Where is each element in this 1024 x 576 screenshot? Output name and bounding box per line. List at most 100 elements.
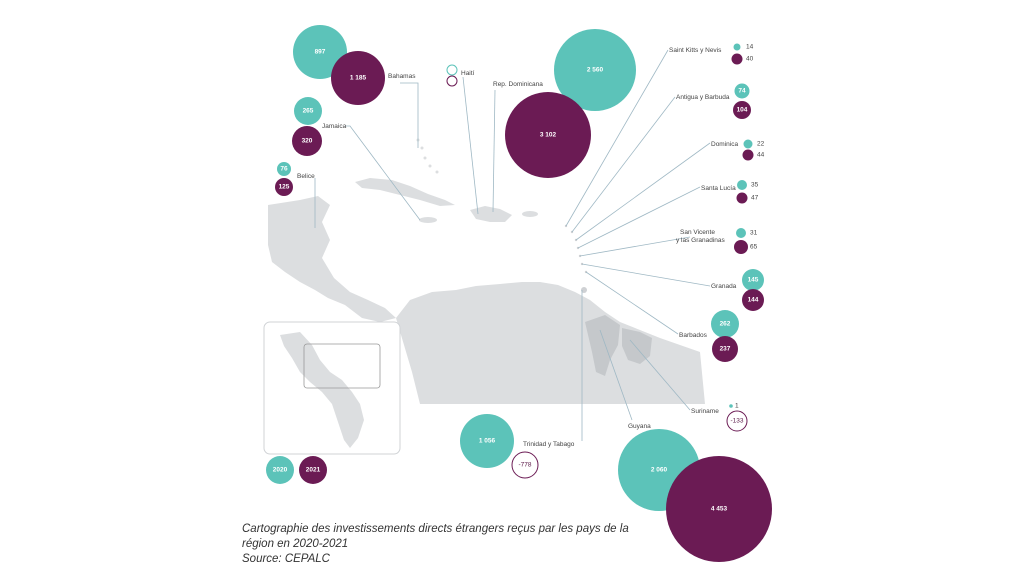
bubble-2020 [277,162,291,176]
country-label: Jamaica [322,123,347,130]
caption-source: Source: CEPALC [242,553,330,565]
country-barbados: Barbados 262 237 [679,310,739,362]
value-2020: 14 [746,44,754,51]
hispaniola-landmass [470,206,512,222]
puerto-rico-landmass [522,211,538,217]
value-2021: 4 453 [711,506,728,513]
legend: 2020 2021 [266,456,327,484]
value-2020: 2 560 [587,67,604,74]
bubble-2020 [446,64,458,76]
legend-2021-swatch [299,456,327,484]
bubble-2021 [712,336,738,362]
suriname-shape [622,328,652,364]
bubble-2020 [736,228,746,238]
country-granada: Granada 145 144 [711,269,764,311]
bubble-2021 [734,240,748,254]
country-label: Santa Lucía [701,185,736,192]
country-bahamas: 897 1 185 Bahamas [293,25,416,105]
leader-lines [314,49,711,441]
bubble-2021 [736,192,748,204]
value-2021: -778 [518,462,531,469]
bubble-2021 [505,92,591,178]
bubble-2020 [733,43,741,51]
value-2020: 22 [757,141,765,148]
country-label-line2: y las Granadinas [676,237,726,244]
bubble-2020 [734,83,750,99]
value-2020: 1 056 [479,438,496,445]
country-label: Barbados [679,332,708,339]
legend-2020-label: 2020 [273,467,288,474]
country-saint-kitts-nevis: Saint Kitts y Nevis 14 40 [669,43,754,65]
country-rep-dominicana: Rep. Dominicana 2 560 3 102 [493,29,636,178]
value-2020: 35 [751,182,759,189]
bubble-2021 [446,75,458,87]
legend-2021-label: 2021 [306,467,321,474]
value-2020: 2 060 [651,467,668,474]
country-label: Bahamas [388,73,416,80]
inset-focus-frame [303,343,381,389]
value-2020: 145 [748,277,759,284]
country-santa-lucia: Santa Lucía 35 47 [701,180,759,204]
country-belice: 76 125 Belice [275,162,315,196]
country-antigua-barbuda: Antigua y Barbuda 74 104 [676,83,751,119]
country-jamaica: 265 320 Jamaica [292,97,347,156]
bubble-2021 [511,451,539,479]
value-2021: 3 102 [540,132,557,139]
value-2021: 237 [720,346,731,353]
country-dominica: Dominica 22 44 [711,139,765,161]
country-label: Granada [711,283,737,290]
bubble-2020 [742,269,764,291]
country-label: Guyana [628,423,651,430]
bubble-2020 [711,310,739,338]
value-2020: 76 [280,166,288,173]
value-2021: 47 [751,195,759,202]
value-2021: 144 [748,297,759,304]
value-2021: 125 [279,184,290,191]
caption-line-2: région en 2020-2021 [242,538,349,550]
basemap [268,138,705,404]
value-2021: 65 [750,244,758,251]
bubble-2021 [331,51,385,105]
bubble-2021 [275,178,293,196]
country-label: Rep. Dominicana [493,81,543,88]
bubble-2020 [554,29,636,111]
legend-2020-swatch [266,456,294,484]
country-label: Belice [297,173,315,180]
country-label: Haití [461,70,475,77]
value-2020: 265 [303,108,314,115]
country-haiti: Haití [446,64,475,87]
inset-map [263,321,401,455]
value-2020: 74 [738,88,746,95]
country-label: Trinidad y Tabago [523,441,575,448]
value-2021: 104 [737,107,748,114]
bubble-2021 [742,289,764,311]
country-label: Saint Kitts y Nevis [669,47,722,54]
value-2021: 40 [746,56,754,63]
bahamas-islands [416,138,439,174]
jamaica-landmass [419,217,437,223]
value-2020: 897 [315,49,326,56]
bubble-2021 [292,126,322,156]
bubble-2020 [743,139,753,149]
central-america-landmass [268,196,396,322]
cuba-landmass [355,178,455,206]
country-label: Dominica [711,141,738,148]
country-guyana: Guyana 2 060 4 453 [618,423,772,562]
bubble-2021 [731,53,743,65]
lesser-antilles [564,224,588,293]
value-2021: 44 [757,152,765,159]
bubble-2020 [460,414,514,468]
guyana-shape [585,315,620,376]
country-san-vicente: San Vicente y las Granadinas 31 65 [676,228,758,254]
country-label: Antigua y Barbuda [676,94,730,101]
bubble-2020 [293,25,347,79]
bubbles: 897 1 185 Bahamas 265 320 Jamaica 76 125… [266,25,772,562]
south-america-landmass [396,282,705,404]
bubble-2021 [726,410,748,432]
country-suriname: 1 Suriname -133 [691,403,748,432]
bubble-2020 [294,97,322,125]
caption-line-1: Cartographie des investissements directs… [242,523,629,535]
value-2021: 320 [302,138,313,145]
value-2021: 1 185 [350,75,367,82]
